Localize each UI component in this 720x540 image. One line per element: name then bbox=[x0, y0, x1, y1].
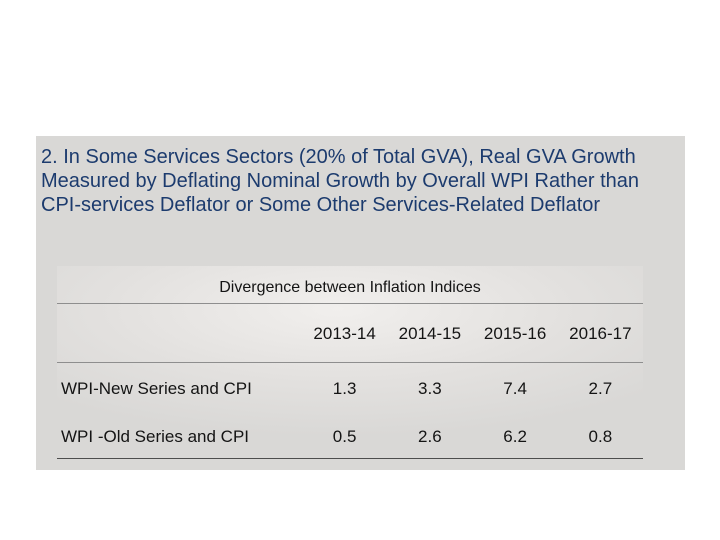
table-header-row: 2013-14 2014-15 2015-16 2016-17 bbox=[57, 304, 643, 363]
table-cell: 3.3 bbox=[418, 379, 442, 398]
content-box: 2. In Some Services Sectors (20% of Tota… bbox=[36, 136, 685, 470]
table-cell: 0.8 bbox=[588, 426, 613, 446]
column-header-2015-16: 2015-16 bbox=[483, 324, 547, 343]
table-cell: 6.2 bbox=[503, 426, 527, 446]
table-row: WPI-New Series and CPI 1.3 3.3 7.4 2.7 bbox=[57, 363, 643, 411]
row-label: WPI-New Series and CPI bbox=[61, 379, 252, 398]
table-row: WPI -Old Series and CPI 0.5 2.6 6.2 0.8 bbox=[57, 411, 643, 459]
table-cell: 2.6 bbox=[418, 426, 442, 446]
table-cell: 2.7 bbox=[588, 379, 613, 398]
table-header-spacer bbox=[57, 332, 302, 334]
table-cell: 1.3 bbox=[332, 379, 357, 398]
table-cell: 0.5 bbox=[332, 426, 357, 446]
table-caption: Divergence between Inflation Indices bbox=[57, 266, 643, 304]
column-header-2016-17: 2016-17 bbox=[569, 324, 632, 343]
row-label: WPI -Old Series and CPI bbox=[61, 426, 250, 446]
slide-title: 2. In Some Services Sectors (20% of Tota… bbox=[41, 146, 640, 216]
column-header-2014-15: 2014-15 bbox=[398, 324, 462, 343]
column-header-2013-14: 2013-14 bbox=[313, 324, 376, 343]
inflation-table: Divergence between Inflation Indices 201… bbox=[57, 266, 643, 462]
table-cell: 7.4 bbox=[503, 379, 527, 398]
